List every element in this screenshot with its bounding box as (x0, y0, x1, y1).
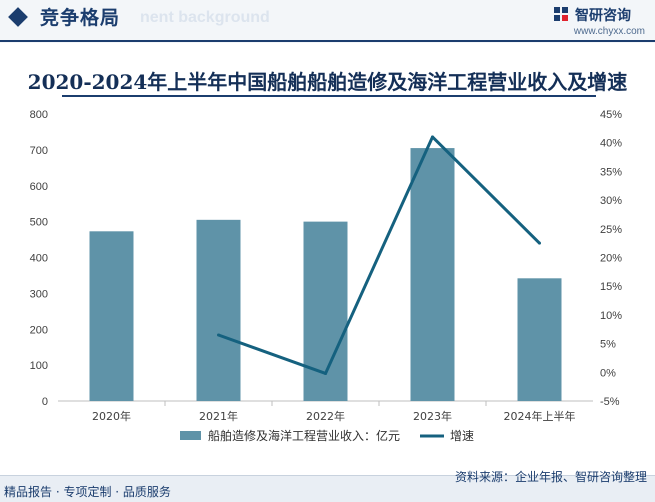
x-tick-label: 2021年 (199, 409, 238, 423)
y-left-tick-label: 0 (42, 396, 48, 408)
brand-url[interactable]: www.chyxx.com (573, 26, 645, 37)
y-right-tick-label: 45% (600, 109, 622, 121)
y-right-tick-label: 10% (600, 310, 622, 322)
growth-line (217, 135, 541, 375)
chart-title: 2020-2024年上半年中国船舶船舶造修及海洋工程营业收入及增速 (27, 70, 628, 94)
title-underline (62, 95, 596, 97)
x-tick-label: 2023年 (413, 409, 452, 423)
chart: 0 100 200 300 400 500 600 700 800 -5% 0% 5% 10% 15% 2… (30, 109, 623, 443)
header: 竞争格局 nent background (0, 0, 655, 42)
legend-bar-label: 船舶造修及海洋工程营业收入：亿元 (208, 428, 400, 443)
y-right-tick-label: 15% (600, 281, 622, 293)
x-tick-label: 2024年上半年 (504, 409, 576, 423)
y-left-tick-label: 100 (30, 360, 48, 372)
brand: 智研咨询 (553, 4, 645, 24)
source-note: 资料来源：企业年报、智研咨询整理 (454, 470, 647, 484)
bar (517, 278, 562, 401)
y-right-tick-label: 35% (600, 166, 622, 178)
y-left-tick-label: 600 (30, 181, 48, 193)
header-ghost-text: nent background (140, 9, 270, 26)
growth-point (538, 241, 541, 245)
legend-line-label: 增速 (450, 429, 474, 443)
y-left-tick-label: 800 (30, 109, 48, 121)
y-left-tick-label: 200 (30, 324, 48, 336)
bar (196, 219, 241, 401)
y-right-tick-label: 20% (600, 253, 622, 265)
logo-icon (554, 7, 568, 21)
y-right-tick-label: 40% (600, 138, 622, 150)
y-right-tick-label: 25% (600, 224, 622, 236)
y-left-tick-label: 500 (30, 217, 48, 229)
footer-rule (0, 475, 655, 476)
growth-point (324, 371, 327, 375)
y-right-tick-label: -5% (600, 396, 620, 408)
y-right-tick-label: 0% (600, 367, 616, 379)
footer: 精品报告 · 专项定制 · 品质服务 资料来源：企业年报、智研咨询整理 (0, 470, 655, 502)
bar (410, 148, 455, 401)
y-right-tick-label: 30% (600, 195, 622, 207)
header-rule (0, 40, 655, 42)
bar (89, 231, 134, 401)
section-title: 竞争格局 (40, 7, 121, 29)
footer-slogan: 精品报告 · 专项定制 · 品质服务 (4, 485, 171, 499)
growth-point (431, 135, 434, 139)
legend-bar-swatch (180, 431, 201, 440)
y-left-tick-label: 300 (30, 288, 48, 300)
x-tick-label: 2022年 (306, 409, 345, 423)
brand-name: 智研咨询 (575, 8, 631, 24)
growth-point (217, 333, 220, 337)
y-right-tick-label: 5% (600, 339, 616, 351)
y-left-tick-label: 700 (30, 145, 48, 157)
x-tick-label: 2020年 (92, 409, 131, 423)
y-left-tick-label: 400 (30, 253, 48, 265)
